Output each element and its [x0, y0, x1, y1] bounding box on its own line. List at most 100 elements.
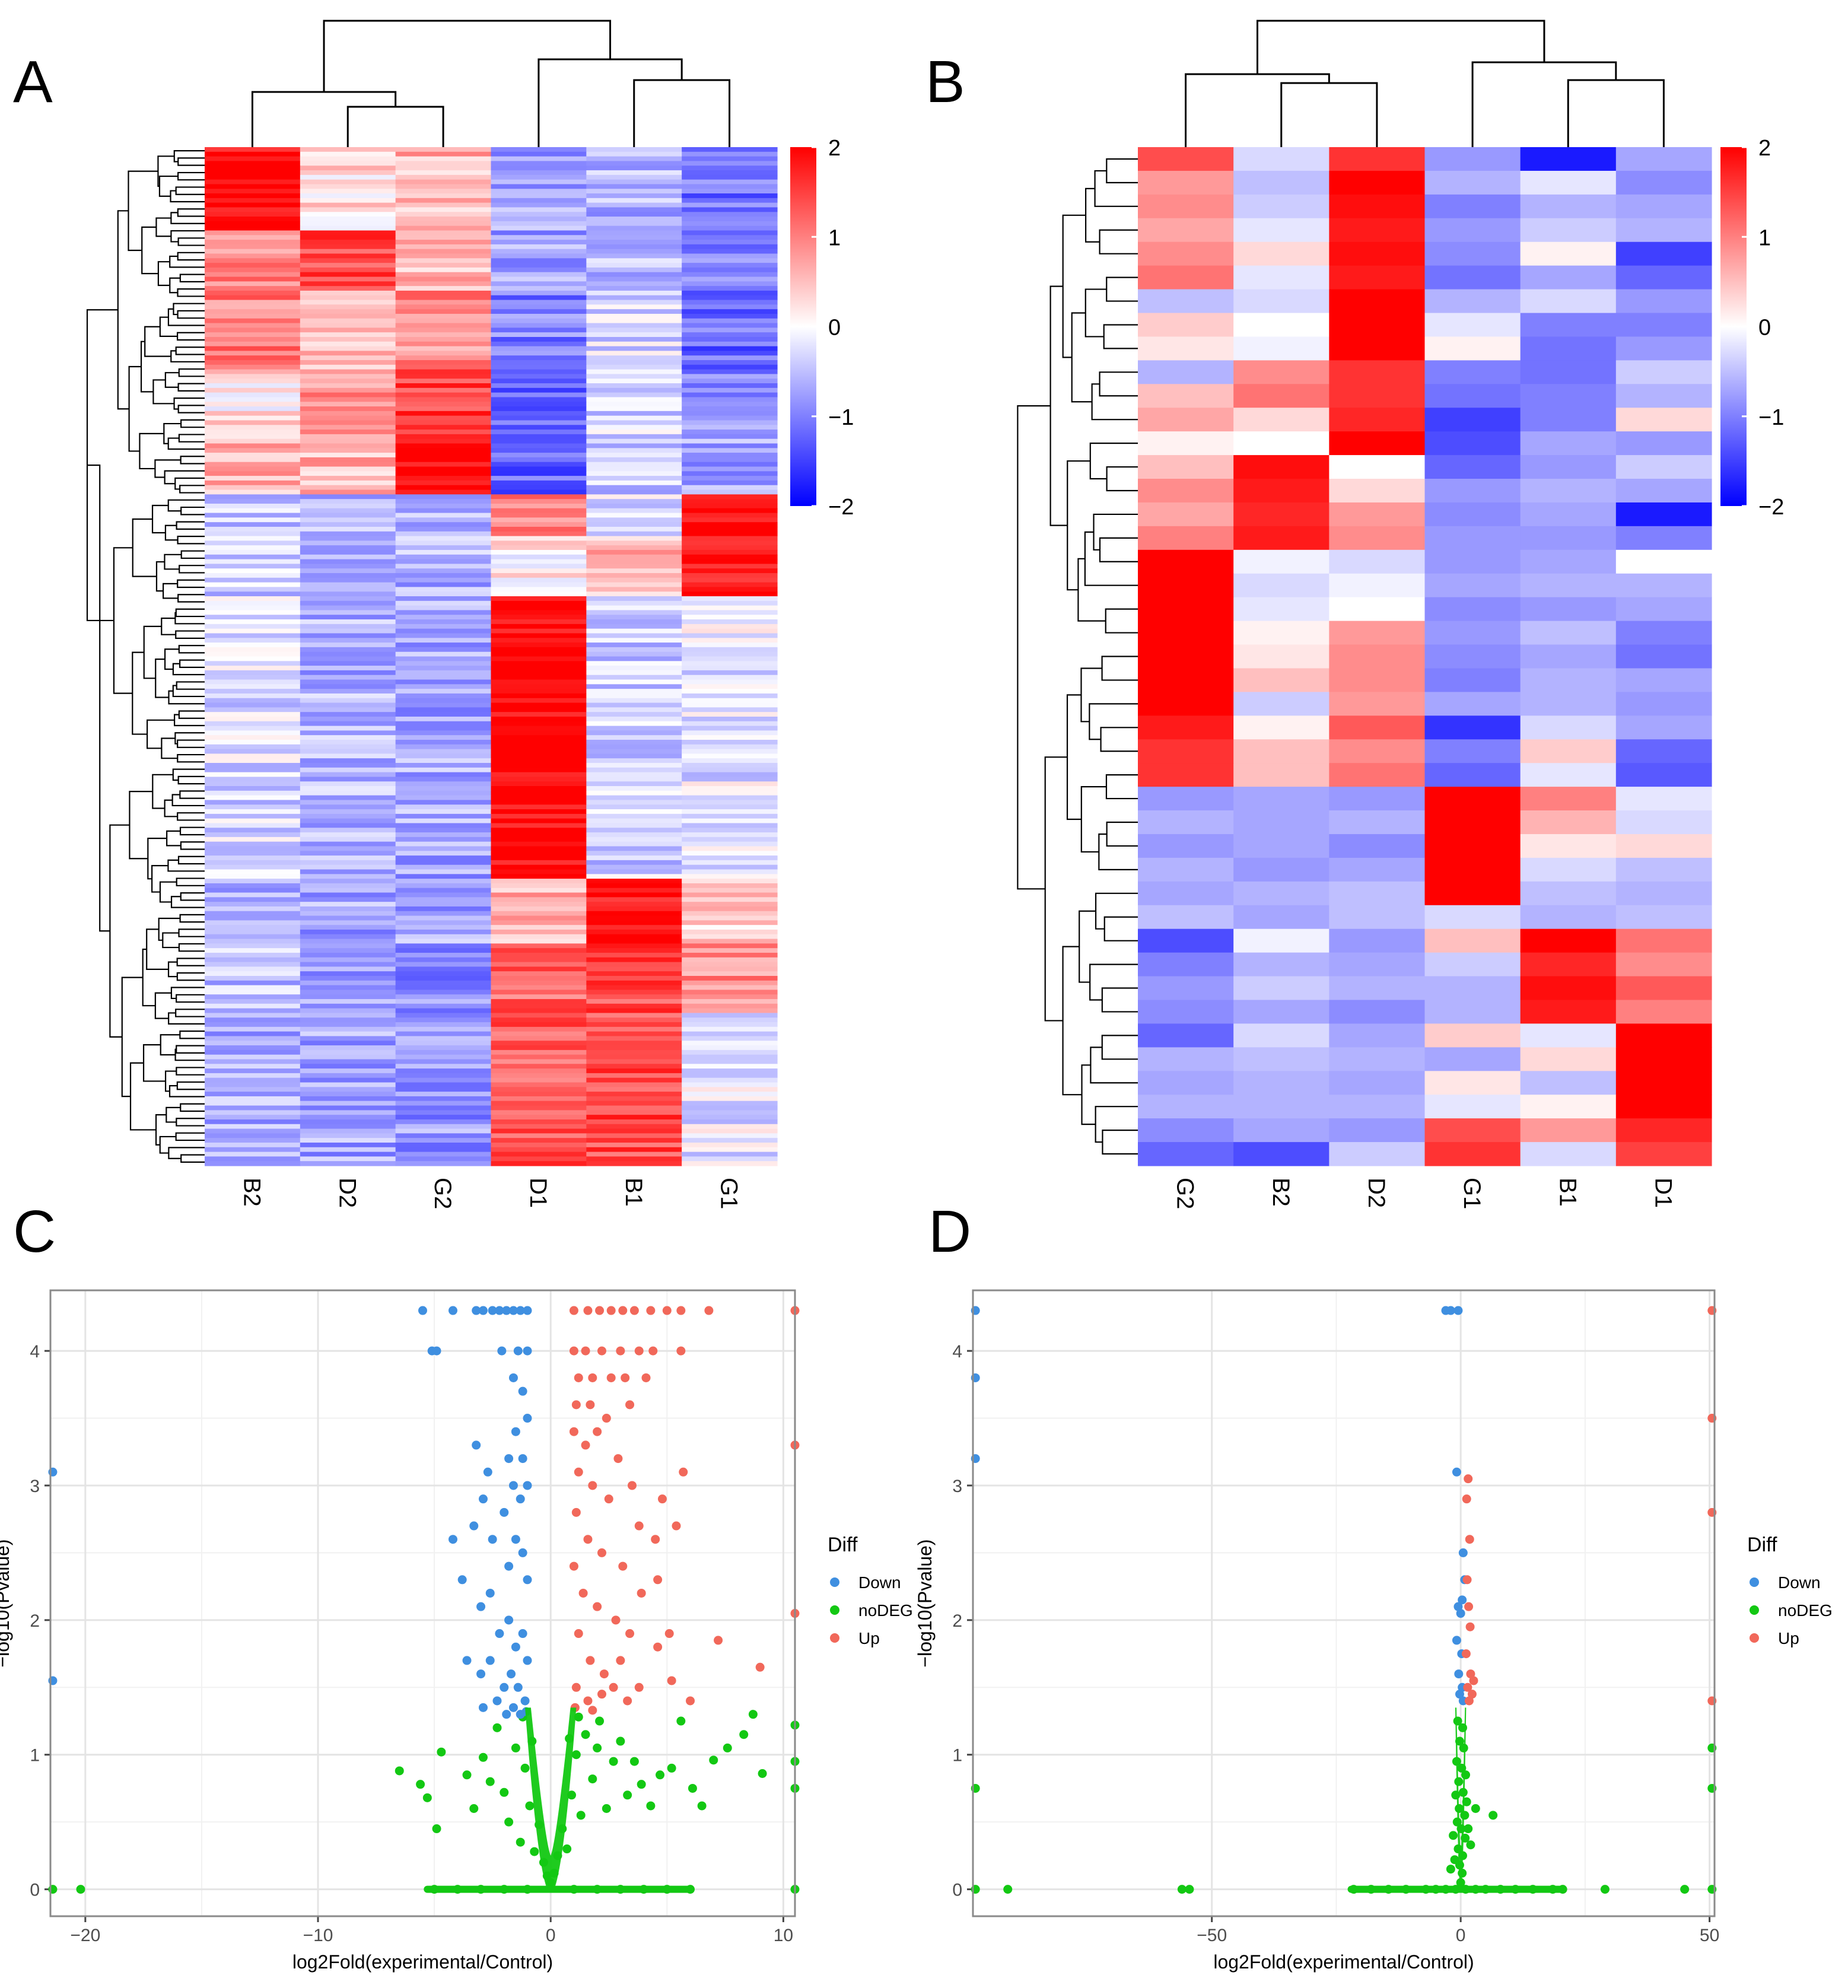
heatmap-cell [586, 430, 682, 435]
legend-label: noDEG [858, 1601, 913, 1620]
heatmap-cell [300, 1045, 396, 1051]
heatmap-cell [205, 392, 301, 398]
point-up [679, 1467, 688, 1477]
heatmap-cell [491, 809, 587, 815]
heatmap-cell [1329, 952, 1426, 977]
heatmap-cell [491, 193, 587, 199]
heatmap-cell [300, 869, 396, 874]
heatmap-cell [205, 693, 301, 699]
colorbar-tick-label: 0 [1758, 316, 1771, 341]
heatmap-cell [491, 883, 587, 889]
heatmap-cell [205, 684, 301, 689]
heatmap-cell [1424, 313, 1521, 338]
heatmap-cell [682, 721, 778, 727]
heatmap-cell [395, 554, 492, 560]
heatmap-cell [586, 383, 682, 389]
heatmap-cell [586, 559, 682, 565]
point-cloud-nodeg [1455, 1707, 1467, 1890]
heatmap-cell [205, 990, 301, 995]
heatmap-cell [1233, 1118, 1329, 1143]
heatmap-cell [491, 267, 587, 273]
heatmap-cell [1615, 170, 1712, 195]
heatmap-cell [586, 633, 682, 638]
point-nodeg [492, 1723, 502, 1732]
heatmap-cell [491, 698, 587, 704]
heatmap-cell [586, 781, 682, 787]
heatmap-cell [1424, 834, 1521, 858]
heatmap-cell [1615, 384, 1712, 408]
point-up [609, 1682, 618, 1692]
point-down [523, 1481, 532, 1490]
row-dendrogram-branch-b [1077, 558, 1106, 622]
heatmap-cell [205, 1161, 301, 1166]
heatmap-cell [205, 911, 301, 917]
heatmap-cell [300, 656, 396, 661]
heatmap-cell [1233, 170, 1329, 195]
point-up [676, 1306, 686, 1315]
row-dendrogram-branch-a [167, 308, 205, 326]
heatmap-cell [300, 888, 396, 893]
legend-key-up [830, 1633, 839, 1643]
heatmap-cell [395, 990, 492, 995]
heatmap-cell [586, 151, 682, 157]
heatmap-cell [491, 582, 587, 588]
heatmap-cell [205, 957, 301, 963]
heatmap-cell [1615, 952, 1712, 977]
heatmap-cell [682, 1124, 778, 1130]
heatmap-cell [300, 369, 396, 375]
heatmap-cell [586, 304, 682, 310]
heatmap-cell [682, 600, 778, 606]
point-down [508, 1373, 518, 1382]
heatmap-cell [300, 795, 396, 801]
point-up [569, 1427, 578, 1436]
heatmap-cell [205, 573, 301, 578]
heatmap-cell [205, 351, 301, 356]
heatmap-cell [1138, 597, 1234, 622]
heatmap-cell [1138, 360, 1234, 384]
point-up [1462, 1494, 1471, 1504]
heatmap-cell [1615, 763, 1712, 787]
point-down [488, 1535, 497, 1544]
heatmap-cell [586, 1054, 682, 1060]
heatmap-cell [682, 957, 778, 963]
heatmap-cell [586, 777, 682, 782]
heatmap-cell [395, 170, 492, 176]
heatmap-cell [205, 999, 301, 1004]
row-dendrogram-branch-a [180, 456, 205, 465]
heatmap-cell [586, 332, 682, 338]
heatmap-cell [491, 174, 587, 180]
point-down [520, 1696, 530, 1706]
heatmap-cell [205, 823, 301, 828]
heatmap-cell [682, 267, 778, 273]
point-nodeg [1446, 1865, 1455, 1874]
row-dendrogram-branch-a [146, 928, 169, 970]
heatmap-cell [1520, 928, 1617, 953]
heatmap-cell [586, 670, 682, 676]
heatmap-cell [395, 476, 492, 481]
heatmap-cell [1329, 644, 1426, 669]
heatmap-cell [395, 864, 492, 870]
point-nodeg [416, 1780, 425, 1789]
heatmap-cell [586, 503, 682, 509]
heatmap-cell [586, 758, 682, 764]
point-nodeg [758, 1769, 767, 1779]
heatmap-cell [205, 1152, 301, 1157]
row-dendrogram-branch-b [1098, 833, 1138, 870]
heatmap-cell [1520, 479, 1617, 503]
point-up [667, 1676, 676, 1685]
heatmap-cell [682, 911, 778, 917]
heatmap-cell [1424, 976, 1521, 1001]
heatmap-cell [586, 221, 682, 227]
heatmap-cell [586, 605, 682, 611]
point-up [625, 1400, 635, 1410]
heatmap-cell [1138, 881, 1234, 906]
point-up [616, 1656, 625, 1665]
heatmap-cell [1615, 905, 1712, 930]
heatmap-cell [1138, 715, 1234, 740]
heatmap-cell [491, 966, 587, 972]
heatmap-cell [1615, 502, 1712, 527]
heatmap-cell [205, 841, 301, 847]
point-nodeg [1600, 1885, 1610, 1894]
heatmap-cell [682, 526, 778, 532]
heatmap-cell [300, 526, 396, 532]
